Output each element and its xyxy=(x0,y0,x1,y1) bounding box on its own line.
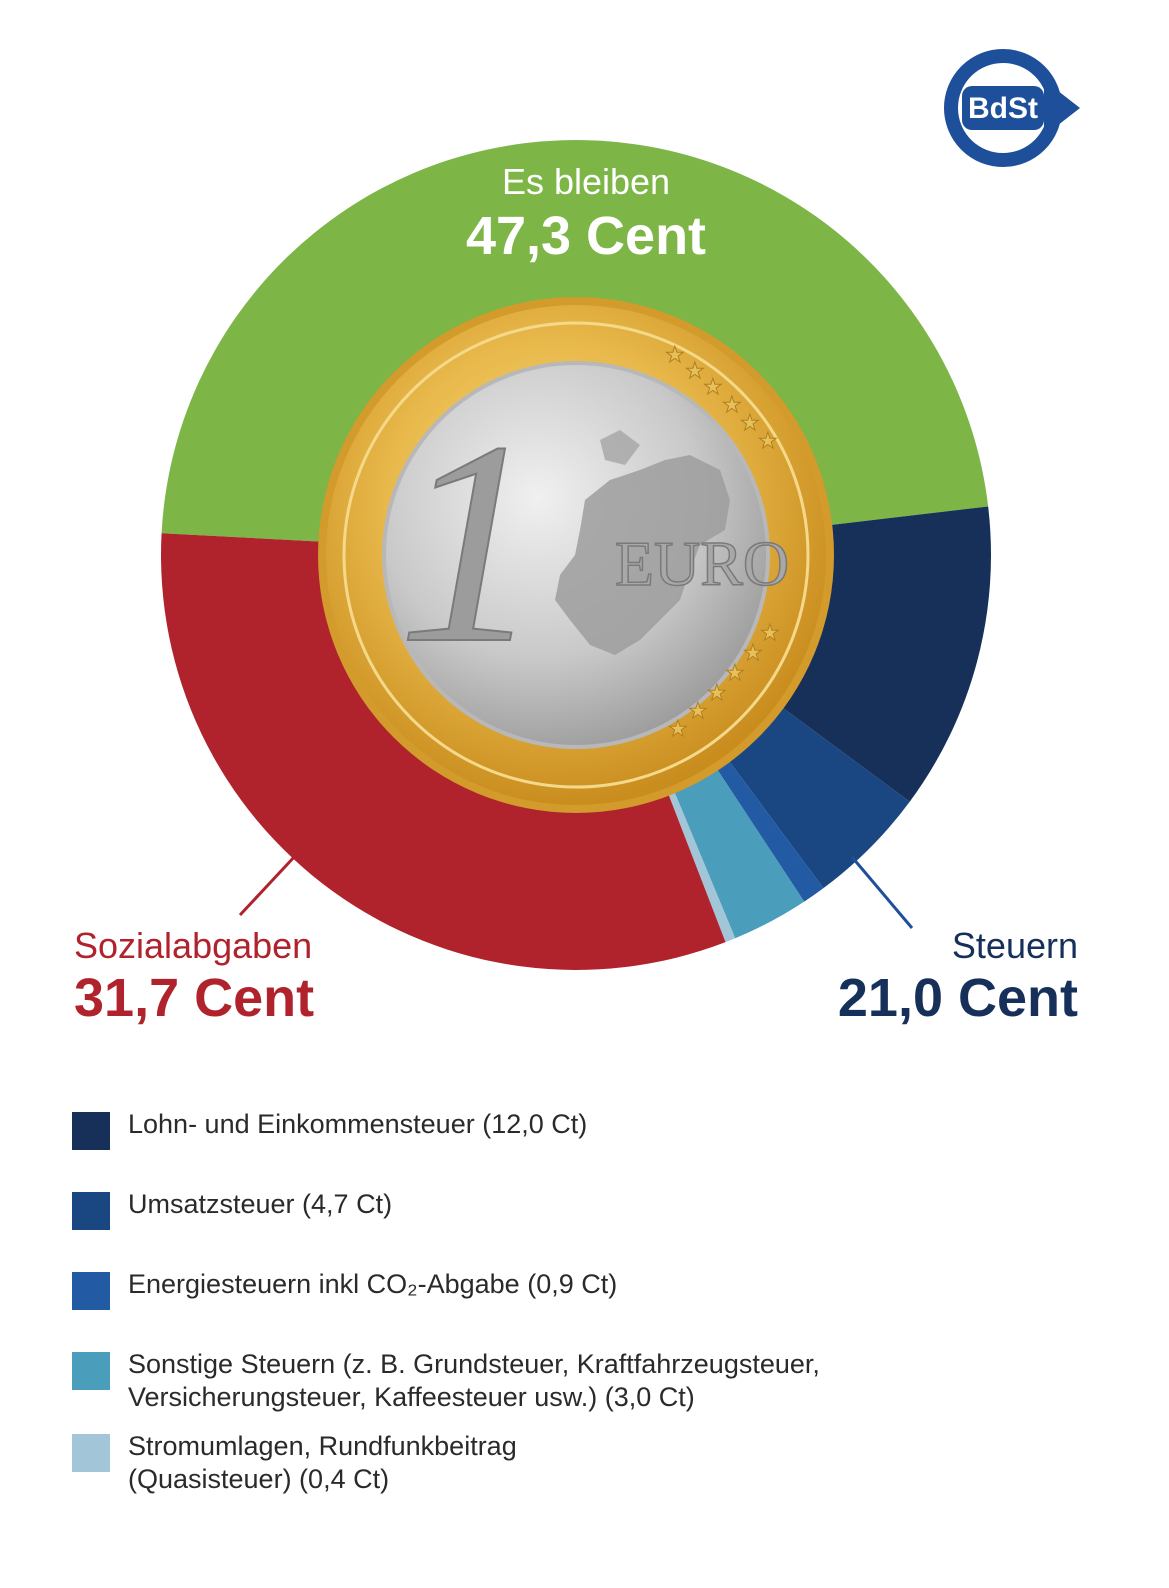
bleiben-value: 47,3 Cent xyxy=(466,206,706,266)
legend-item: Lohn- und Einkommensteuer (12,0 Ct) xyxy=(72,1108,587,1150)
euro-coin: 1 EURO ★ ★ ★ ★ ★ ★ ★ ★ ★ ★ ★ ★ xyxy=(318,297,834,813)
legend-label: Stromumlagen, Rundfunkbeitrag (Quasisteu… xyxy=(128,1431,517,1494)
svg-text:★: ★ xyxy=(725,660,745,685)
steuern-label: Steuern xyxy=(952,925,1078,966)
legend-item: Umsatzsteuer (4,7 Ct) xyxy=(72,1188,392,1230)
legend-swatch xyxy=(72,1434,110,1472)
legend-swatch xyxy=(72,1352,110,1390)
legend-label: Lohn- und Einkommensteuer (12,0 Ct) xyxy=(128,1109,588,1139)
svg-text:★: ★ xyxy=(760,620,780,645)
steuern-value: 21,0 Cent xyxy=(838,968,1078,1028)
sozial-label: Sozialabgaben xyxy=(74,925,312,966)
coin-numeral: 1 xyxy=(398,382,543,703)
legend-swatch xyxy=(72,1272,110,1310)
svg-text:★: ★ xyxy=(703,374,723,399)
svg-text:★: ★ xyxy=(688,698,708,723)
legend-item: Stromumlagen, Rundfunkbeitrag (Quasisteu… xyxy=(72,1430,517,1496)
bdst-logo: BdSt xyxy=(944,49,1080,167)
legend-label: Sonstige Steuern (z. B. Grundsteuer, Kra… xyxy=(128,1349,820,1412)
svg-text:★: ★ xyxy=(722,392,742,417)
svg-text:★: ★ xyxy=(743,640,763,665)
coin-euro-text: EURO xyxy=(615,528,789,599)
svg-text:★: ★ xyxy=(685,358,705,383)
legend-label: Energiesteuern inkl CO₂-Abgabe (0,9 Ct) xyxy=(128,1269,618,1299)
donut-chart: 1 EURO ★ ★ ★ ★ ★ ★ ★ ★ ★ ★ ★ ★ Es bleibe… xyxy=(74,49,1080,1028)
legend-swatch xyxy=(72,1192,110,1230)
svg-text:★: ★ xyxy=(668,716,688,741)
logo-text: BdSt xyxy=(968,92,1038,125)
svg-text:★: ★ xyxy=(758,428,778,453)
svg-text:★: ★ xyxy=(740,410,760,435)
legend-item: Energiesteuern inkl CO₂-Abgabe (0,9 Ct) xyxy=(72,1268,617,1310)
svg-text:★: ★ xyxy=(707,680,727,705)
sozial-leader-line xyxy=(238,853,298,917)
sozial-value: 31,7 Cent xyxy=(74,968,314,1028)
europe-map-icon xyxy=(555,455,730,655)
steuern-leader-line xyxy=(850,856,914,929)
legend-swatch xyxy=(72,1112,110,1150)
svg-text:★: ★ xyxy=(665,342,685,367)
bleiben-label: Es bleiben xyxy=(502,161,670,202)
star-icons: ★ ★ ★ ★ ★ ★ ★ ★ ★ ★ ★ ★ xyxy=(665,342,781,742)
legend-item: Sonstige Steuern (z. B. Grundsteuer, Kra… xyxy=(72,1348,820,1414)
legend-label: Umsatzsteuer (4,7 Ct) xyxy=(128,1189,393,1219)
